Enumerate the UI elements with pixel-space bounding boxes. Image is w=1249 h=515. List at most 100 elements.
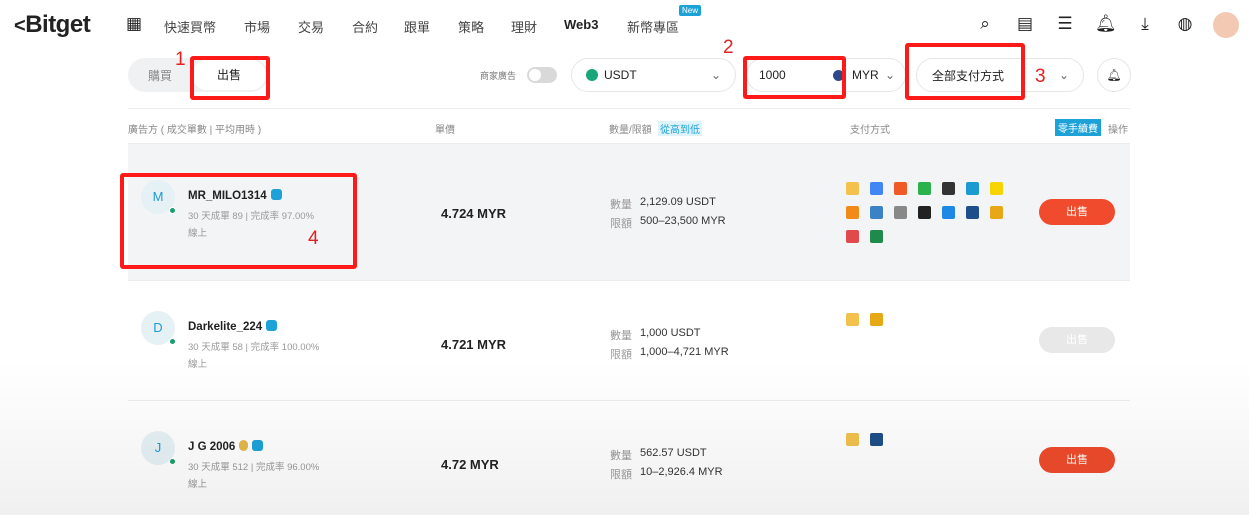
table-row: M MR_MILO1314 30 天成單 89 | 完成率 97.00% 線上 … xyxy=(128,143,1130,280)
coin-select[interactable]: USDT ⌄ xyxy=(571,58,736,92)
limit-value: 10–2,926.4 MYR xyxy=(640,466,723,478)
nav-copy-trade[interactable]: 跟單 xyxy=(404,20,431,35)
annotation-box-2 xyxy=(743,56,846,99)
zero-fee-badge[interactable]: 零手續費 xyxy=(1055,119,1101,136)
wallet-icon[interactable]: ▤ xyxy=(1016,14,1034,33)
header-quantity: 數量/限額 xyxy=(609,125,652,136)
alert-bell-button[interactable]: 🔔︎ xyxy=(1097,58,1131,92)
table-row: D Darkelite_224 30 天成單 58 | 完成率 100.00% … xyxy=(128,280,1130,400)
header-price: 單價 xyxy=(435,125,455,136)
unit-price: 4.721 MYR xyxy=(441,337,507,352)
nav-markets[interactable]: 市場 xyxy=(244,20,271,35)
merchant-ads-label: 商家廣告 xyxy=(480,71,517,81)
annotation-label-3: 3 xyxy=(1035,66,1046,87)
annotation-label-4: 4 xyxy=(308,228,319,249)
limit-value: 1,000–4,721 MYR xyxy=(640,346,729,358)
coin-value: USDT xyxy=(604,68,637,82)
sell-button[interactable]: 出售 xyxy=(1039,447,1115,473)
tab-sell[interactable]: 出售 xyxy=(192,60,266,90)
annotation-label-1: 1 xyxy=(175,49,186,70)
amount-value: 1000 xyxy=(759,68,786,82)
myr-flag-icon xyxy=(833,69,844,81)
payment-method-icon xyxy=(990,206,1003,219)
bell-icon[interactable]: 🔔︎ xyxy=(1095,14,1117,33)
quantity-value: 2,129.09 USDT xyxy=(640,196,716,208)
tab-buy[interactable]: 購買 xyxy=(148,69,173,83)
annotation-box-3 xyxy=(905,43,1025,100)
globe-icon[interactable]: ◍ xyxy=(1177,14,1193,33)
nav-trade[interactable]: 交易 xyxy=(298,20,325,35)
advertiser-stats: 30 天成單 512 | 完成率 96.00% xyxy=(188,462,320,473)
bitget-logo[interactable]: <Bitget xyxy=(14,11,91,38)
fiat-select[interactable]: MYR xyxy=(852,68,879,82)
payment-method-icon xyxy=(870,206,883,219)
online-indicator xyxy=(169,338,176,345)
nav-strategy[interactable]: 策略 xyxy=(458,20,485,35)
limit-label: 限額 xyxy=(610,469,632,481)
advertiser-name[interactable]: MR_MILO1314 xyxy=(188,189,282,202)
payment-method-icon xyxy=(870,230,883,243)
quantity-value: 562.57 USDT xyxy=(640,447,707,459)
payment-method-icon xyxy=(846,182,859,195)
orders-icon[interactable]: ☰ xyxy=(1057,14,1073,33)
payment-method-icon xyxy=(846,433,859,446)
chevron-down-icon: ⌄ xyxy=(710,68,721,82)
apps-grid-icon[interactable]: ▦ xyxy=(125,14,143,33)
payment-method-icon xyxy=(846,206,859,219)
payment-value: 全部支付方式 xyxy=(932,68,1005,83)
annotation-box-1 xyxy=(190,56,270,100)
payment-method-icon xyxy=(918,206,931,219)
payment-method-icon xyxy=(894,182,907,195)
verified-icon xyxy=(270,189,282,200)
online-status: 線上 xyxy=(188,228,208,239)
header-advertiser: 廣告方 ( 成交單數 | 平均用時 ) xyxy=(128,125,262,136)
sell-button[interactable]: 出售 xyxy=(1039,199,1115,225)
payment-method-icon xyxy=(966,182,979,195)
divider xyxy=(128,108,1130,109)
header-action: 操作 xyxy=(1108,125,1128,136)
payment-method-icon xyxy=(846,230,859,243)
online-indicator xyxy=(169,458,176,465)
nav-quick-buy[interactable]: 快速買幣 xyxy=(164,20,217,35)
payment-method-icon xyxy=(846,313,859,326)
payment-method-icon xyxy=(990,182,1003,195)
quantity-label: 數量 xyxy=(610,330,632,342)
sell-button[interactable]: 出售 xyxy=(1039,327,1115,353)
sort-high-to-low[interactable]: 從高到低 xyxy=(658,121,702,136)
quantity-label: 數量 xyxy=(610,199,632,211)
payment-method-icon xyxy=(942,182,955,195)
online-indicator xyxy=(169,207,176,214)
header-payment: 支付方式 xyxy=(850,125,890,136)
payment-method-icon xyxy=(942,206,955,219)
nav-new-listings[interactable]: 新幣專區 xyxy=(627,20,680,35)
payment-method-icon xyxy=(870,433,883,446)
verified-icon xyxy=(266,320,278,331)
annotation-label-2: 2 xyxy=(723,37,734,58)
merchant-ads-toggle[interactable] xyxy=(527,67,557,83)
payment-method-icon xyxy=(918,182,931,195)
advertiser-name[interactable]: J G 2006 xyxy=(188,440,264,453)
online-status: 線上 xyxy=(188,479,208,490)
advertiser-name[interactable]: Darkelite_224 xyxy=(188,320,278,333)
chevron-down-icon: ⌄ xyxy=(885,68,896,82)
unit-price: 4.724 MYR xyxy=(441,206,507,221)
limit-label: 限額 xyxy=(610,218,632,230)
trade-side-tabs: 購買 出售 xyxy=(128,58,268,92)
search-icon[interactable]: ⌕ xyxy=(980,14,990,33)
nav-earn[interactable]: 理財 xyxy=(511,20,538,35)
nav-futures[interactable]: 合約 xyxy=(352,20,379,35)
quantity-value: 1,000 USDT xyxy=(640,327,701,339)
chevron-down-icon: ⌄ xyxy=(1058,68,1069,82)
payment-method-select[interactable]: 全部支付方式 ⌄ xyxy=(916,58,1084,92)
advertiser-stats: 30 天成單 58 | 完成率 100.00% xyxy=(188,342,320,353)
advertiser-stats: 30 天成單 89 | 完成率 97.00% xyxy=(188,211,315,222)
limit-value: 500–23,500 MYR xyxy=(640,215,726,227)
payment-method-icon xyxy=(870,313,883,326)
medal-icon xyxy=(239,440,249,451)
online-status: 線上 xyxy=(188,359,208,370)
nav-web3[interactable]: Web3 xyxy=(564,17,599,32)
avatar[interactable] xyxy=(1213,12,1239,38)
unit-price: 4.72 MYR xyxy=(441,457,499,472)
quantity-label: 數量 xyxy=(610,450,632,462)
download-icon[interactable]: ⤓ xyxy=(1141,14,1149,33)
